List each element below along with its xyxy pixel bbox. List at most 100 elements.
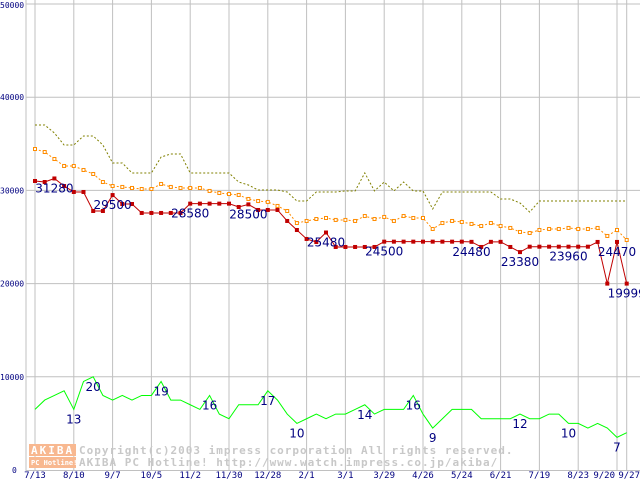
site-url-text: AKIBA PC Hotline! http://www.watch.impre… bbox=[79, 456, 498, 469]
data-point-average bbox=[421, 215, 425, 220]
data-point-average bbox=[450, 218, 455, 223]
data-point-average bbox=[110, 184, 115, 189]
data-point-min bbox=[605, 281, 610, 286]
data-point-min bbox=[421, 239, 425, 244]
data-point-average bbox=[91, 171, 96, 176]
logo-bg-bottom bbox=[29, 457, 76, 468]
data-point-average bbox=[576, 226, 581, 231]
data-point-average bbox=[100, 180, 105, 185]
series-line-count bbox=[34, 376, 627, 438]
data-point-min bbox=[159, 210, 164, 215]
data-point-min bbox=[304, 236, 309, 241]
data-point-average bbox=[71, 163, 76, 168]
data-point-min bbox=[71, 189, 76, 194]
data-point-average bbox=[256, 199, 261, 204]
data-point-min bbox=[110, 193, 115, 198]
data-point-average bbox=[207, 188, 212, 193]
data-point-average bbox=[217, 191, 222, 196]
x-tick-label: 2/1 bbox=[298, 471, 314, 480]
label-layer: 31280 29500 28580 28500 25480 24500 24480 23380… bbox=[35, 181, 640, 454]
data-point-min bbox=[585, 244, 590, 249]
data-point-min bbox=[33, 178, 37, 183]
data-point-min bbox=[498, 239, 503, 244]
data-point-min bbox=[333, 244, 338, 249]
data-point-average bbox=[469, 221, 474, 226]
data-point-min bbox=[246, 202, 251, 207]
data-label-count: 10 bbox=[289, 426, 304, 440]
data-point-min bbox=[401, 239, 406, 244]
data-point-average bbox=[401, 214, 406, 219]
data-point-average bbox=[556, 226, 561, 231]
data-label-count: 20 bbox=[86, 380, 101, 394]
data-point-min bbox=[324, 230, 328, 235]
data-point-min bbox=[595, 239, 600, 244]
data-point-average bbox=[459, 219, 464, 224]
x-tick-label: 7/13 bbox=[24, 471, 46, 480]
logo-text-top: AKIBA bbox=[31, 444, 74, 457]
y-tick-label: 50000 bbox=[0, 1, 24, 10]
y-tick-label: 20000 bbox=[0, 280, 24, 289]
data-point-average bbox=[62, 163, 67, 168]
data-point-min bbox=[100, 208, 105, 213]
data-point-min bbox=[537, 244, 542, 249]
y-tick-label: 40000 bbox=[0, 93, 24, 102]
data-label-min: 31280 bbox=[35, 181, 73, 195]
x-tick-label: 12/28 bbox=[254, 471, 281, 480]
data-point-min bbox=[91, 208, 96, 213]
data-point-min bbox=[362, 244, 367, 249]
data-point-min bbox=[450, 239, 455, 244]
data-point-min bbox=[120, 202, 125, 207]
data-point-average bbox=[246, 196, 251, 201]
data-point-average bbox=[314, 217, 319, 222]
data-point-min bbox=[459, 239, 464, 244]
data-point-average bbox=[479, 224, 484, 229]
data-label-count: 9 bbox=[429, 431, 437, 445]
data-point-min bbox=[556, 244, 561, 249]
x-tick-label: 4/26 bbox=[412, 471, 434, 480]
data-point-average bbox=[139, 187, 144, 192]
data-point-average bbox=[275, 203, 280, 208]
data-label-min: 29500 bbox=[94, 198, 132, 212]
data-point-average bbox=[178, 185, 183, 190]
data-label-min: 19999 bbox=[608, 287, 640, 301]
data-point-min bbox=[265, 207, 270, 212]
data-point-average bbox=[605, 233, 610, 238]
data-point-min bbox=[372, 244, 377, 249]
data-point-average bbox=[547, 226, 552, 231]
data-label-count: 19 bbox=[153, 384, 168, 398]
data-point-average bbox=[197, 185, 202, 190]
data-point-average bbox=[518, 229, 522, 234]
x-tick-label: 7/19 bbox=[529, 471, 551, 480]
data-point-average bbox=[411, 215, 416, 220]
x-tick-label: 8/23 bbox=[567, 471, 589, 480]
data-point-min bbox=[149, 210, 154, 215]
data-point-min bbox=[508, 244, 513, 249]
data-point-average bbox=[430, 226, 435, 231]
data-point-min bbox=[411, 239, 416, 244]
data-point-min bbox=[479, 244, 484, 249]
x-tick-label: 10/5 bbox=[141, 471, 163, 480]
data-point-average bbox=[488, 221, 493, 226]
logo-bg-top bbox=[29, 444, 76, 456]
data-point-average bbox=[498, 224, 503, 229]
x-tick-label: 8/10 bbox=[63, 471, 85, 480]
data-label-min: 23380 bbox=[501, 255, 539, 269]
data-point-average bbox=[285, 208, 290, 213]
data-point-average bbox=[81, 167, 86, 172]
x-tick-label: 6/21 bbox=[490, 471, 512, 480]
data-point-min bbox=[236, 204, 241, 209]
data-label-min: 24480 bbox=[452, 245, 490, 259]
data-point-min bbox=[353, 244, 358, 249]
data-point-min bbox=[130, 202, 134, 207]
data-point-min bbox=[275, 207, 280, 212]
data-point-min bbox=[469, 239, 474, 244]
data-point-average bbox=[585, 226, 590, 231]
data-point-average bbox=[391, 218, 396, 223]
data-point-min bbox=[207, 201, 212, 206]
data-point-min bbox=[527, 244, 532, 249]
data-point-average bbox=[188, 185, 193, 190]
data-label-count: 13 bbox=[66, 412, 81, 426]
data-point-average bbox=[236, 192, 241, 197]
data-label-min: 23960 bbox=[549, 250, 587, 264]
y-tick-label: 30000 bbox=[0, 186, 24, 195]
